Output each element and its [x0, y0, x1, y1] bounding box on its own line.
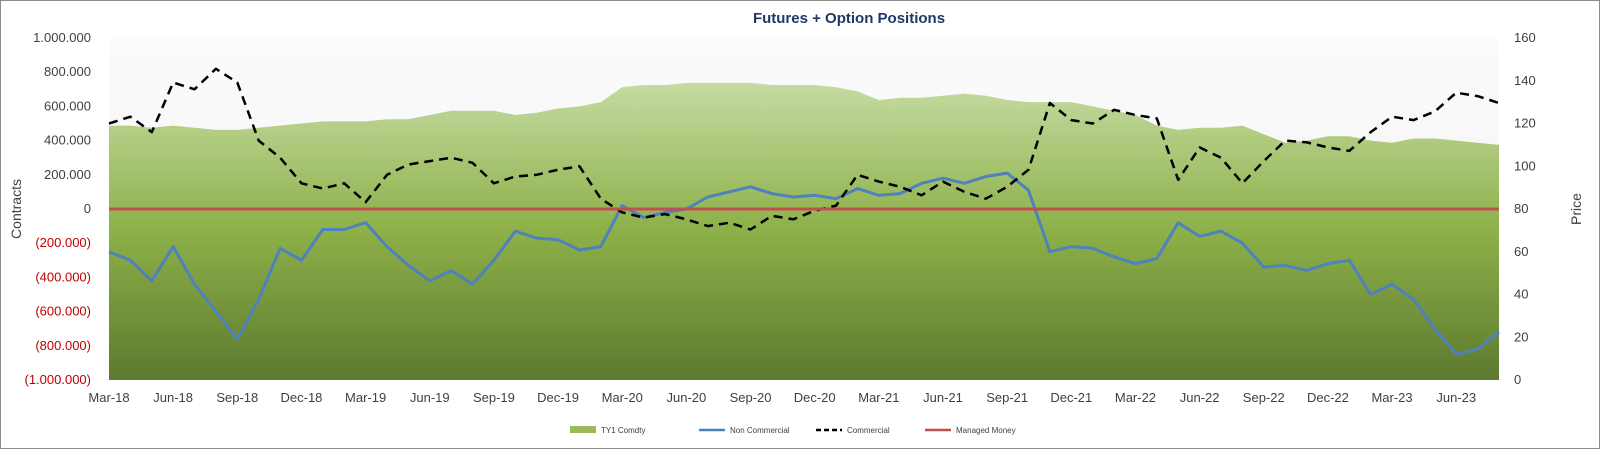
y-tick-label: (1.000.000) — [25, 372, 92, 387]
legend-swatch-ty1-comdty — [570, 426, 596, 433]
x-tick-label: Jun-22 — [1180, 390, 1220, 405]
x-tick-label: Sep-18 — [216, 390, 258, 405]
y2-tick-label: 20 — [1514, 329, 1528, 344]
legend-label-ty1-comdty: TY1 Comdty — [601, 426, 645, 435]
x-tick-label: Jun-19 — [410, 390, 450, 405]
y2-axis-label: Price — [1568, 193, 1584, 225]
x-tick-label: Mar-21 — [858, 390, 899, 405]
y2-tick-label: 160 — [1514, 30, 1536, 45]
y-tick-label: 600.000 — [44, 98, 91, 113]
x-tick-label: Dec-20 — [794, 390, 836, 405]
x-tick-label: Mar-19 — [345, 390, 386, 405]
y2-tick-label: 120 — [1514, 116, 1536, 131]
y-tick-label: (400.000) — [35, 269, 91, 284]
x-tick-label: Dec-19 — [537, 390, 579, 405]
x-tick-label: Dec-21 — [1050, 390, 1092, 405]
x-tick-label: Jun-20 — [667, 390, 707, 405]
y2-tick-label: 0 — [1514, 372, 1521, 387]
y-tick-label: (800.000) — [35, 338, 91, 353]
x-tick-label: Sep-22 — [1243, 390, 1285, 405]
y2-tick-label: 80 — [1514, 201, 1528, 216]
x-tick-label: Jun-21 — [923, 390, 963, 405]
y-tick-label: 400.000 — [44, 133, 91, 148]
legend: TY1 Comdty Non Commercial Commercial Manage… — [570, 426, 1016, 435]
x-tick-label: Mar-23 — [1371, 390, 1412, 405]
y-tick-label: 1.000.000 — [33, 30, 91, 45]
x-tick-label: Mar-18 — [88, 390, 129, 405]
x-tick-label: Sep-20 — [730, 390, 772, 405]
series-line-commercial — [108, 67, 1500, 231]
x-tick-label: Mar-22 — [1115, 390, 1156, 405]
y-axis-label: Contracts — [8, 179, 24, 239]
x-tick-label: Jun-18 — [153, 390, 193, 405]
x-tick-label: Jun-23 — [1436, 390, 1476, 405]
x-tick-label: Sep-19 — [473, 390, 515, 405]
x-tick-label: Sep-21 — [986, 390, 1028, 405]
y-tick-label: 800.000 — [44, 64, 91, 79]
chart-title: Futures + Option Positions — [753, 10, 945, 27]
y2-tick-label: 40 — [1514, 287, 1528, 302]
series-line-non-commercial — [108, 171, 1500, 356]
legend-label-non-commercial: Non Commercial — [730, 426, 790, 435]
series-area-ty1-comdty — [109, 82, 1499, 381]
x-tick-label: Dec-18 — [281, 390, 323, 405]
x-tick-label: Dec-22 — [1307, 390, 1349, 405]
y-tick-label: 200.000 — [44, 167, 91, 182]
y-tick-label: 0 — [84, 201, 91, 216]
legend-label-managed-money: Managed Money — [956, 426, 1016, 435]
y-tick-label: (600.000) — [35, 304, 91, 319]
legend-label-commercial: Commercial — [847, 426, 890, 435]
y2-tick-label: 140 — [1514, 73, 1536, 88]
y2-tick-label: 60 — [1514, 244, 1528, 259]
y2-tick-label: 100 — [1514, 158, 1536, 173]
y-tick-label: (200.000) — [35, 235, 91, 250]
x-tick-label: Mar-20 — [602, 390, 643, 405]
